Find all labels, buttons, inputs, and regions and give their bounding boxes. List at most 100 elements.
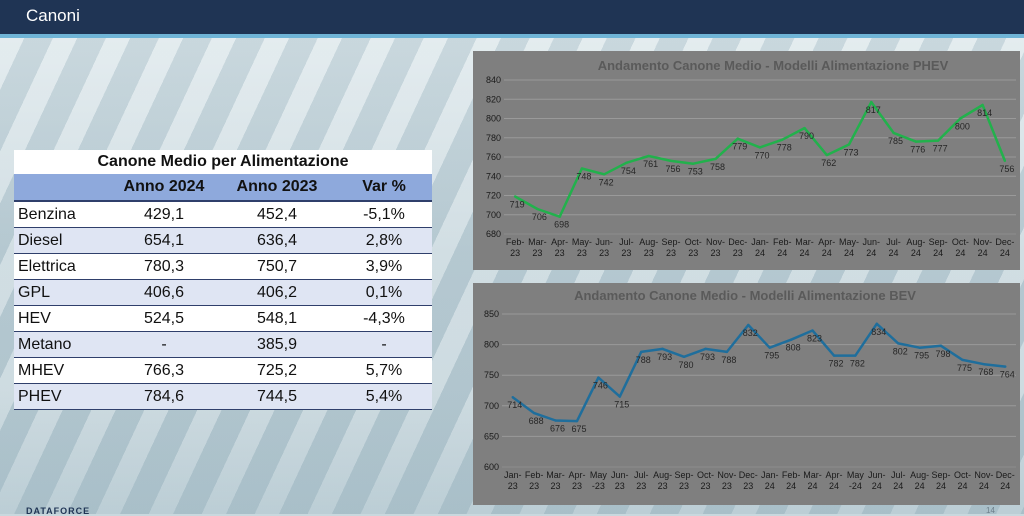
data-point: [918, 346, 921, 349]
y-tick-label: 840: [486, 75, 501, 85]
bev-chart: Andamento Canone Medio - Modelli Aliment…: [473, 283, 1020, 505]
x-tick-label: 23: [733, 248, 743, 258]
data-label: 779: [732, 142, 747, 152]
x-tick-label: Apr-: [825, 470, 842, 480]
data-point: [536, 207, 539, 211]
data-label: 788: [636, 355, 651, 365]
x-tick-label: Sep-: [675, 470, 694, 480]
data-label: 795: [914, 351, 929, 361]
y-tick-label: 850: [484, 309, 499, 319]
x-tick-label: Dec-: [728, 237, 747, 247]
table-cell: Benzina: [14, 201, 110, 228]
data-label: 770: [754, 150, 769, 160]
data-point: [1003, 159, 1007, 163]
data-label: 698: [554, 220, 569, 230]
data-label: 834: [871, 327, 886, 337]
data-label: 798: [936, 349, 951, 359]
data-point: [982, 362, 986, 366]
x-tick-label: Apr-: [568, 470, 585, 480]
data-point: [692, 162, 695, 165]
table-header-cell: Var %: [336, 174, 432, 202]
data-label: 778: [777, 143, 792, 153]
data-point: [661, 347, 664, 351]
table-cell: 2,8%: [336, 227, 432, 254]
data-label: 817: [866, 105, 881, 115]
x-tick-label: 24: [915, 481, 925, 491]
table-cell: 3,9%: [336, 253, 432, 280]
x-tick-label: Feb-: [773, 237, 792, 247]
y-tick-label: 760: [486, 152, 501, 162]
data-label: 790: [799, 131, 814, 141]
x-tick-label: Jul-: [891, 470, 906, 480]
y-tick-label: 720: [486, 191, 501, 201]
table-cell: -4,3%: [336, 305, 432, 332]
x-tick-label: 23: [621, 248, 631, 258]
data-label: 802: [893, 346, 908, 356]
x-tick-label: 23: [572, 481, 582, 491]
table-row: MHEV 766,3 725,2 5,7%: [14, 357, 432, 384]
table-row: Diesel 654,1 636,4 2,8%: [14, 227, 432, 254]
data-label: 793: [700, 352, 715, 362]
x-tick-label: 24: [872, 481, 882, 491]
data-point: [725, 350, 729, 354]
x-tick-label: Jul-: [634, 470, 649, 480]
y-tick-label: 700: [484, 401, 499, 411]
y-tick-label: 740: [486, 171, 501, 181]
x-tick-label: 24: [786, 481, 796, 491]
x-tick-label: 24: [893, 481, 903, 491]
x-tick-label: Mar-: [795, 237, 814, 247]
data-point: [625, 161, 628, 164]
table-cell: 766,3: [110, 357, 218, 384]
y-tick-label: 780: [486, 133, 501, 143]
data-point: [959, 117, 962, 120]
x-tick-label: 23: [688, 248, 698, 258]
x-tick-label: Jun-: [611, 470, 629, 480]
x-tick-label: Feb-: [506, 237, 525, 247]
x-tick-label: Feb-: [782, 470, 801, 480]
data-point: [811, 329, 814, 332]
x-tick-label: 23: [529, 481, 539, 491]
table-cell: 548,1: [218, 305, 336, 332]
data-point: [961, 358, 964, 362]
table-cell: GPL: [14, 279, 110, 306]
table-cell: 725,2: [218, 357, 336, 384]
data-point: [914, 140, 918, 143]
x-tick-label: 24: [911, 248, 921, 258]
x-tick-label: Feb-: [525, 470, 544, 480]
data-label: 782: [828, 359, 843, 369]
data-point: [647, 154, 650, 158]
data-label: 676: [550, 423, 565, 433]
table-cell: 452,4: [218, 201, 336, 228]
data-point: [832, 354, 836, 357]
table-cell: 406,2: [218, 279, 336, 306]
x-tick-label: 24: [755, 248, 765, 258]
x-tick-label: Oct-: [954, 470, 971, 480]
x-tick-label: May-: [572, 237, 592, 247]
x-tick-label: 24: [866, 248, 876, 258]
data-point: [558, 215, 561, 218]
x-tick-label: 23: [700, 481, 710, 491]
data-point: [789, 338, 793, 341]
data-label: 756: [665, 164, 680, 174]
data-label: 823: [807, 334, 822, 344]
data-point: [981, 103, 984, 107]
x-tick-label: Jul-: [619, 237, 634, 247]
data-label: 793: [657, 352, 672, 362]
x-tick-label: 23: [743, 481, 753, 491]
chart-title: Andamento Canone Medio - Modelli Aliment…: [574, 288, 916, 303]
data-label: 742: [599, 177, 614, 187]
data-label: 800: [955, 122, 970, 132]
x-tick-label: Sep-: [661, 237, 680, 247]
table-cell: -: [336, 331, 432, 358]
series-line: [511, 322, 1006, 423]
table-cell: -: [110, 331, 218, 358]
x-tick-label: Nov-: [706, 237, 725, 247]
table-row: GPL 406,6 406,2 0,1%: [14, 279, 432, 306]
data-point: [939, 344, 943, 348]
data-label: 782: [850, 359, 865, 369]
data-label: 753: [688, 167, 703, 177]
table-cell: 654,1: [110, 227, 218, 254]
x-tick-label: 23: [644, 248, 654, 258]
x-tick-label: 23: [666, 248, 676, 258]
x-tick-label: 24: [765, 481, 775, 491]
